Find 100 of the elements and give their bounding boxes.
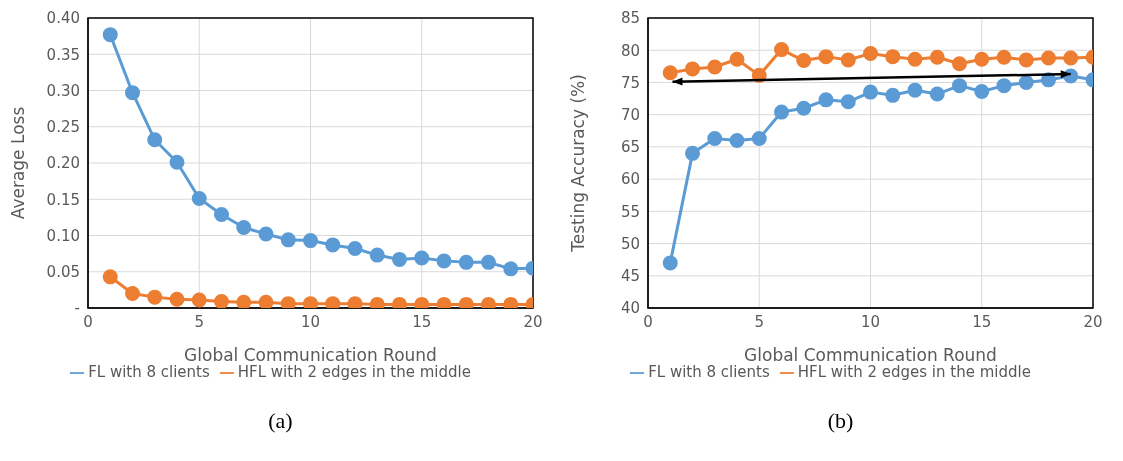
y-tick-label: 55	[620, 202, 640, 221]
point	[796, 53, 812, 69]
point	[147, 289, 163, 305]
point	[503, 261, 519, 277]
point	[347, 241, 363, 257]
point	[125, 85, 140, 101]
x-tick-label: 5	[754, 312, 765, 331]
y-tick-label: 40	[620, 299, 640, 318]
point	[369, 247, 385, 263]
point	[481, 254, 496, 270]
point	[774, 42, 789, 58]
point	[907, 82, 923, 98]
point	[325, 296, 341, 308]
y-tick-label: 65	[620, 138, 640, 157]
legend-label: FL with 8 clients	[648, 363, 770, 381]
point	[952, 78, 967, 94]
point	[707, 131, 723, 147]
point	[458, 296, 474, 308]
point	[996, 49, 1012, 65]
point	[436, 253, 452, 269]
point	[191, 292, 207, 308]
y-tick-label: 0.15	[46, 190, 80, 209]
point	[1041, 50, 1056, 66]
point	[662, 255, 678, 271]
point	[191, 191, 207, 207]
point	[729, 132, 745, 148]
point	[414, 250, 430, 266]
y-tick-label: 45	[620, 267, 640, 286]
point	[481, 296, 496, 308]
point	[280, 296, 296, 308]
point	[707, 59, 723, 75]
x-axis-title: Global Communication Round	[184, 345, 437, 365]
point	[347, 296, 363, 308]
point	[774, 104, 789, 120]
y-tick-label: 60	[620, 170, 640, 189]
point	[863, 84, 878, 100]
point	[929, 86, 945, 102]
y-axis-title: Average Loss	[8, 106, 29, 220]
y-tick-label: 0.30	[46, 81, 80, 100]
point	[214, 206, 229, 222]
text: (a)	[267, 408, 294, 434]
point	[102, 27, 118, 43]
point	[685, 61, 700, 77]
point	[907, 51, 923, 67]
y-tick-label: 0.35	[46, 45, 80, 64]
x-tick-label: 10	[860, 312, 881, 331]
y-tick-label: 0.10	[46, 226, 80, 245]
text: (b)	[826, 408, 855, 434]
point	[818, 49, 834, 65]
point	[863, 45, 878, 61]
point	[258, 294, 274, 308]
point	[169, 291, 185, 307]
point	[169, 154, 185, 170]
point	[996, 78, 1012, 94]
point	[751, 131, 767, 147]
y-axis-title: Testing Accuracy (%)	[568, 74, 589, 253]
point	[369, 296, 385, 308]
y-tick-label: 0.20	[46, 154, 80, 173]
x-tick-label: 15	[972, 312, 992, 331]
point	[280, 232, 296, 248]
point	[685, 145, 700, 161]
point	[1018, 74, 1034, 90]
y-tick-label: 0.40	[46, 9, 80, 28]
y-tick-label: 85	[620, 9, 640, 28]
point	[147, 132, 163, 148]
point	[840, 94, 856, 110]
point	[729, 51, 745, 67]
point	[840, 52, 856, 68]
point	[818, 92, 834, 108]
point	[974, 83, 990, 99]
point	[303, 233, 318, 249]
point	[392, 296, 407, 308]
y-tick-label: 75	[620, 73, 640, 92]
legend-label: HFL with 2 edges in the middle	[797, 363, 1031, 381]
point	[102, 269, 118, 285]
x-tick-label: 0	[643, 312, 653, 331]
y-tick-label: 70	[620, 105, 640, 124]
x-tick-label: 15	[412, 312, 432, 331]
y-tick-label: 0.25	[46, 118, 80, 137]
point	[885, 87, 901, 103]
point	[392, 251, 407, 267]
point	[436, 296, 452, 308]
legend-label: FL with 8 clients	[88, 363, 210, 381]
point	[325, 237, 341, 253]
y-tick-label: -	[74, 299, 80, 318]
x-tick-label: 10	[300, 312, 321, 331]
point	[974, 51, 990, 67]
y-tick-label: 50	[620, 234, 640, 253]
point	[1018, 52, 1034, 68]
y-tick-label: 0.05	[46, 263, 80, 282]
point	[236, 294, 252, 308]
point	[952, 56, 967, 72]
point	[236, 220, 252, 236]
legend-label: HFL with 2 edges in the middle	[237, 363, 471, 381]
point	[258, 226, 274, 242]
point	[1063, 50, 1079, 66]
x-tick-label: 20	[1083, 312, 1103, 331]
x-tick-label: 20	[523, 312, 543, 331]
point	[303, 296, 318, 308]
y-tick-label: 80	[620, 41, 640, 60]
